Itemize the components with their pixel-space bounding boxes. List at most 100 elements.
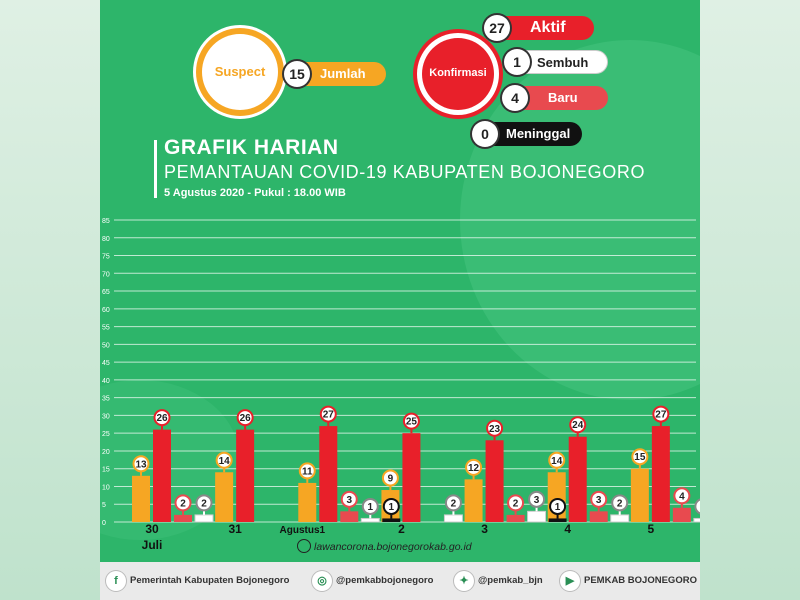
- data-label-marker: [174, 494, 192, 512]
- facebook-icon[interactable]: f: [106, 571, 126, 591]
- data-label-marker: [402, 412, 420, 430]
- data-label: 15: [634, 452, 646, 463]
- footer-instagram-text[interactable]: @pemkabbojonegoro: [336, 575, 434, 586]
- stat-baru-label: Baru: [548, 90, 578, 105]
- bar: [382, 518, 401, 522]
- data-label-marker: [507, 494, 525, 512]
- bar: [672, 507, 691, 522]
- bar: [506, 514, 525, 522]
- data-label-marker: [549, 497, 567, 515]
- suspect-count: 15: [284, 61, 310, 87]
- data-label: 23: [489, 424, 501, 435]
- data-label: 26: [156, 413, 168, 424]
- x-tick-label: 5: [648, 522, 655, 536]
- data-label-marker: [673, 487, 691, 505]
- y-tick-label: 15: [102, 467, 110, 474]
- bar: [340, 511, 359, 522]
- data-label-marker: [153, 409, 171, 427]
- y-tick-label: 0: [102, 520, 106, 527]
- data-label-marker: [548, 451, 566, 469]
- data-label: 1: [389, 502, 395, 513]
- bar: [651, 426, 670, 522]
- data-label-marker: [319, 405, 337, 423]
- suspect-label: Suspect: [214, 64, 266, 79]
- data-label-marker: [486, 419, 504, 437]
- data-label-marker: [236, 409, 254, 427]
- stat-sembuh-label: Sembuh: [537, 55, 589, 70]
- footer-bar: [100, 562, 700, 600]
- data-label-marker: [590, 490, 608, 508]
- y-tick-label: 25: [102, 431, 110, 438]
- data-label: 12: [468, 463, 480, 474]
- data-label: 2: [201, 498, 207, 509]
- data-label-marker: [195, 494, 213, 512]
- stat-sembuh-value: 1: [504, 49, 530, 75]
- y-tick-label: 65: [102, 289, 110, 296]
- bar: [527, 510, 547, 523]
- main-panel: Suspect Jumlah 15 Konfirmasi Aktif 27 Se…: [100, 0, 700, 600]
- data-label: 1: [555, 502, 561, 513]
- data-label-marker: [528, 490, 546, 508]
- bar: [319, 426, 338, 522]
- y-tick-label: 45: [102, 360, 110, 367]
- instagram-icon[interactable]: ◎: [312, 571, 332, 591]
- left-background: [0, 0, 100, 600]
- bar: [610, 514, 630, 523]
- x-tick-label: 4: [564, 522, 571, 536]
- y-tick-label: 85: [102, 218, 110, 225]
- konfirmasi-label: Konfirmasi: [429, 67, 487, 79]
- data-label: 14: [219, 456, 231, 467]
- y-tick-label: 55: [102, 325, 110, 332]
- website-link[interactable]: lawancorona.bojonegorokab.go.id: [314, 541, 472, 553]
- data-label: 27: [323, 410, 335, 421]
- youtube-icon[interactable]: ▶: [560, 571, 580, 591]
- footer-twitter-text[interactable]: @pemkab_bjn: [478, 575, 543, 586]
- twitter-icon[interactable]: ✦: [454, 571, 474, 591]
- bar: [464, 479, 483, 522]
- suspect-count-label: Jumlah: [320, 66, 366, 81]
- title-accent-bar: [154, 140, 157, 198]
- y-tick-label: 30: [102, 413, 110, 420]
- bar: [298, 482, 317, 522]
- data-label-marker: [444, 494, 462, 512]
- suspect-badge: Suspect: [202, 34, 278, 110]
- y-tick-label: 60: [102, 307, 110, 314]
- y-tick-label: 35: [102, 396, 110, 403]
- y-tick-label: 70: [102, 271, 110, 278]
- data-label-marker: [631, 448, 649, 466]
- stat-meninggal-value: 0: [472, 121, 498, 147]
- data-label-marker: [652, 405, 670, 423]
- data-label-marker: [132, 455, 150, 473]
- data-label-marker: [465, 458, 483, 476]
- data-label: 2: [180, 498, 186, 509]
- bar: [153, 429, 171, 522]
- footer-facebook-text[interactable]: Pemerintah Kabupaten Bojonegoro: [130, 575, 290, 586]
- x-tick-sublabel: Juli: [142, 538, 163, 552]
- bar: [236, 429, 255, 522]
- y-tick-label: 80: [102, 236, 110, 243]
- stat-aktif-value: 27: [484, 15, 510, 41]
- data-label: 1: [368, 502, 374, 513]
- data-label: 24: [572, 420, 584, 431]
- right-background: [700, 0, 800, 600]
- stat-baru-value: 4: [502, 85, 528, 111]
- y-tick-label: 10: [102, 484, 110, 491]
- data-label: 14: [551, 456, 563, 467]
- bar: [194, 514, 214, 523]
- data-label-marker: [215, 451, 233, 469]
- bar: [174, 514, 192, 522]
- data-label-marker: [340, 490, 358, 508]
- y-tick-label: 20: [102, 449, 110, 456]
- x-tick-label: 30: [145, 522, 159, 536]
- x-tick-label: 2: [398, 522, 405, 536]
- data-label: 3: [596, 495, 602, 506]
- x-tick-label: 3: [481, 522, 488, 536]
- footer-youtube-text[interactable]: PEMKAB BOJONEGORO: [584, 575, 697, 586]
- bar: [402, 433, 421, 522]
- data-label: 3: [347, 495, 353, 506]
- bar: [132, 475, 150, 522]
- data-label: 26: [240, 413, 252, 424]
- data-label: 3: [534, 495, 540, 506]
